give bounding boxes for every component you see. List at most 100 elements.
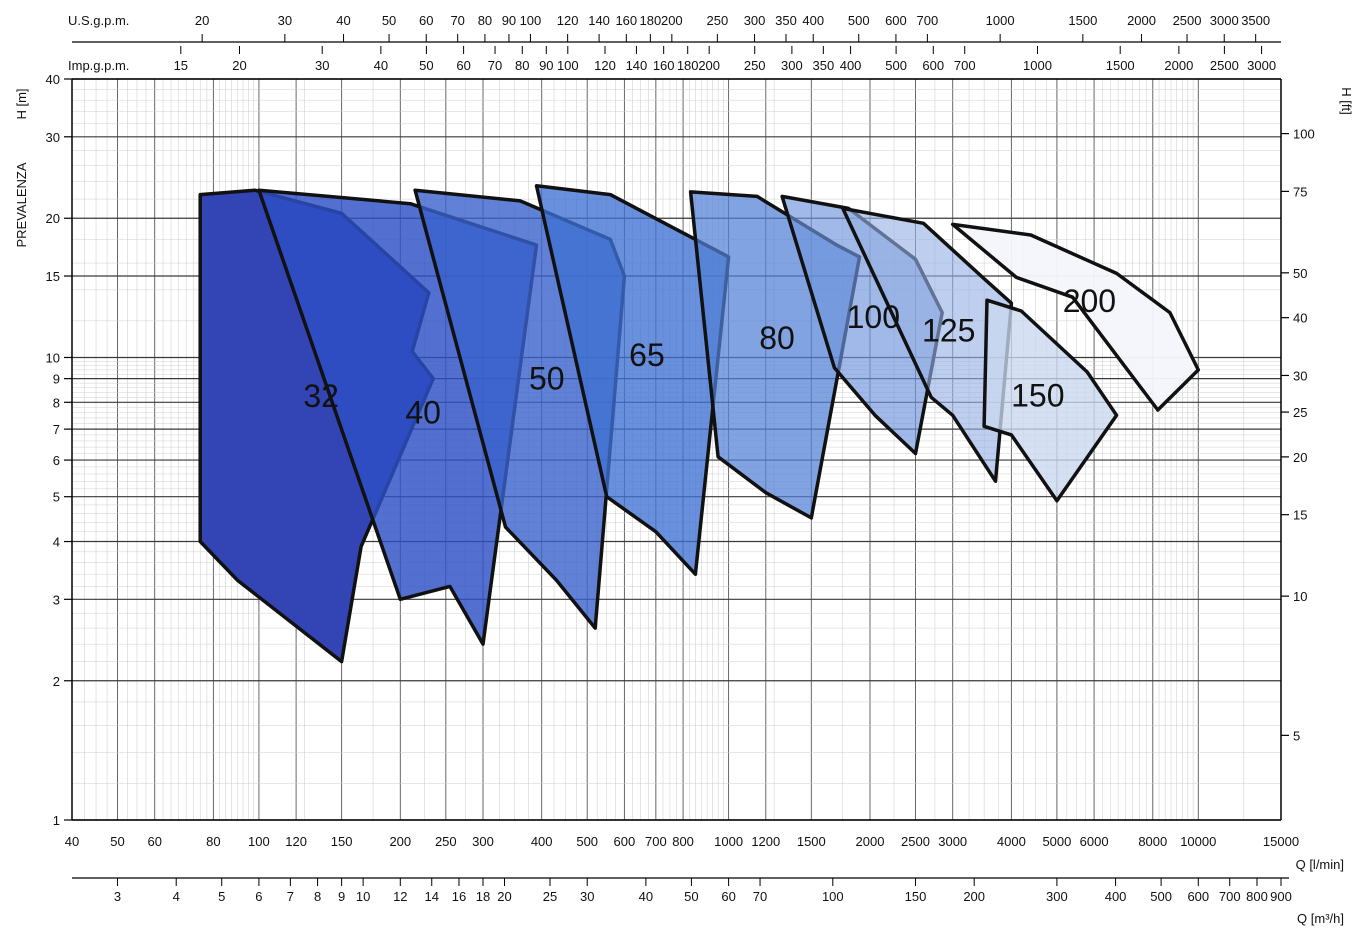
usgpm-tick-label: 120 <box>557 13 579 28</box>
impgpm-tick-label: 90 <box>539 58 553 73</box>
impgpm-tick-label: 20 <box>232 58 246 73</box>
pump-region-label-200: 200 <box>1063 283 1116 319</box>
y-tick-label: 30 <box>46 130 60 145</box>
impgpm-axis-title: Imp.g.p.m. <box>68 58 129 73</box>
y-tick-label: 3 <box>53 592 60 607</box>
pump-region-label-65: 65 <box>629 337 665 373</box>
m3h-tick-label: 4 <box>173 889 180 904</box>
m3h-tick-label: 700 <box>1219 889 1241 904</box>
x-tick-label: 50 <box>110 834 124 849</box>
x-tick-label: 250 <box>435 834 457 849</box>
impgpm-tick-label: 15 <box>174 58 188 73</box>
x-tick-label: 1500 <box>797 834 826 849</box>
impgpm-tick-label: 250 <box>744 58 766 73</box>
impgpm-tick-label: 70 <box>488 58 502 73</box>
usgpm-tick-label: 50 <box>382 13 396 28</box>
m3h-tick-label: 30 <box>580 889 594 904</box>
x-tick-label: 1200 <box>751 834 780 849</box>
impgpm-tick-label: 1000 <box>1023 58 1052 73</box>
pump-regions <box>198 184 1201 664</box>
usgpm-tick-label: 90 <box>502 13 516 28</box>
usgpm-tick-label: 2000 <box>1127 13 1156 28</box>
usgpm-tick-label: 30 <box>278 13 292 28</box>
y-tick-label: 5 <box>53 490 60 505</box>
m3h-tick-label: 7 <box>287 889 294 904</box>
impgpm-tick-label: 40 <box>374 58 388 73</box>
impgpm-tick-label: 1500 <box>1106 58 1135 73</box>
impgpm-tick-label: 30 <box>315 58 329 73</box>
y-right-tick-label: 5 <box>1293 728 1300 743</box>
impgpm-tick-label: 700 <box>954 58 976 73</box>
x-axis-title: Q [l/min] <box>1296 857 1344 872</box>
y-tick-label: 1 <box>53 813 60 828</box>
m3h-tick-label: 12 <box>393 889 407 904</box>
y-right-tick-label: 25 <box>1293 405 1307 420</box>
x-tick-label: 200 <box>389 834 411 849</box>
usgpm-tick-label: 180 <box>639 13 661 28</box>
m3h-tick-label: 400 <box>1105 889 1127 904</box>
pump-region-150 <box>982 298 1119 503</box>
impgpm-tick-label: 400 <box>840 58 862 73</box>
y-axis-title: H [m] <box>14 88 29 119</box>
y-right-tick-label: 10 <box>1293 589 1307 604</box>
m3h-tick-label: 600 <box>1187 889 1209 904</box>
usgpm-tick-label: 400 <box>802 13 824 28</box>
impgpm-tick-label: 200 <box>698 58 720 73</box>
x-tick-label: 600 <box>614 834 636 849</box>
axes: 123456789101520304051015202530405075100H… <box>14 13 1354 926</box>
pump-region-label-80: 80 <box>759 320 795 356</box>
x-tick-label: 10000 <box>1180 834 1216 849</box>
x-tick-label: 8000 <box>1138 834 1167 849</box>
m3h-tick-label: 200 <box>963 889 985 904</box>
x-tick-label: 1000 <box>714 834 743 849</box>
impgpm-tick-label: 600 <box>922 58 944 73</box>
usgpm-tick-label: 3000 <box>1210 13 1239 28</box>
usgpm-tick-label: 140 <box>588 13 610 28</box>
y-tick-label: 9 <box>53 372 60 387</box>
impgpm-tick-label: 300 <box>781 58 803 73</box>
x-tick-label: 3000 <box>938 834 967 849</box>
usgpm-tick-label: 1000 <box>986 13 1015 28</box>
m3h-tick-label: 3 <box>114 889 121 904</box>
m3h-tick-label: 25 <box>543 889 557 904</box>
m3h-tick-label: 100 <box>822 889 844 904</box>
impgpm-tick-label: 80 <box>515 58 529 73</box>
pump-region-label-125: 125 <box>922 313 975 349</box>
m3h-tick-label: 70 <box>753 889 767 904</box>
x-tick-label: 150 <box>331 834 353 849</box>
usgpm-tick-label: 1500 <box>1068 13 1097 28</box>
m3h-tick-label: 5 <box>218 889 225 904</box>
m3h-tick-label: 14 <box>425 889 439 904</box>
x-tick-label: 700 <box>645 834 667 849</box>
y-tick-label: 20 <box>46 211 60 226</box>
m3h-tick-label: 150 <box>905 889 927 904</box>
x-tick-label: 120 <box>285 834 307 849</box>
y-tick-label: 4 <box>53 535 60 550</box>
usgpm-axis-title: U.S.g.p.m. <box>68 13 129 28</box>
usgpm-tick-label: 160 <box>615 13 637 28</box>
m3h-tick-label: 60 <box>721 889 735 904</box>
usgpm-tick-label: 80 <box>478 13 492 28</box>
x-tick-label: 500 <box>576 834 598 849</box>
y-tick-label: 40 <box>46 72 60 87</box>
x-tick-label: 2500 <box>901 834 930 849</box>
m3h-tick-label: 16 <box>452 889 466 904</box>
m3h-tick-label: 50 <box>684 889 698 904</box>
pump-region-label-40: 40 <box>405 394 441 430</box>
y-tick-label: 6 <box>53 453 60 468</box>
impgpm-tick-label: 100 <box>557 58 579 73</box>
x-tick-label: 2000 <box>856 834 885 849</box>
m3h-axis-title: Q [m³/h] <box>1297 911 1344 926</box>
m3h-tick-label: 8 <box>314 889 321 904</box>
impgpm-tick-label: 2000 <box>1164 58 1193 73</box>
x-tick-label: 100 <box>248 834 270 849</box>
pump-region-label-100: 100 <box>847 299 900 335</box>
pump-region-label-50: 50 <box>529 360 565 396</box>
y-right-tick-label: 75 <box>1293 184 1307 199</box>
usgpm-tick-label: 100 <box>520 13 542 28</box>
impgpm-tick-label: 120 <box>594 58 616 73</box>
usgpm-tick-label: 350 <box>775 13 797 28</box>
y-right-tick-label: 30 <box>1293 368 1307 383</box>
usgpm-tick-label: 3500 <box>1241 13 1270 28</box>
x-tick-label: 800 <box>672 834 694 849</box>
